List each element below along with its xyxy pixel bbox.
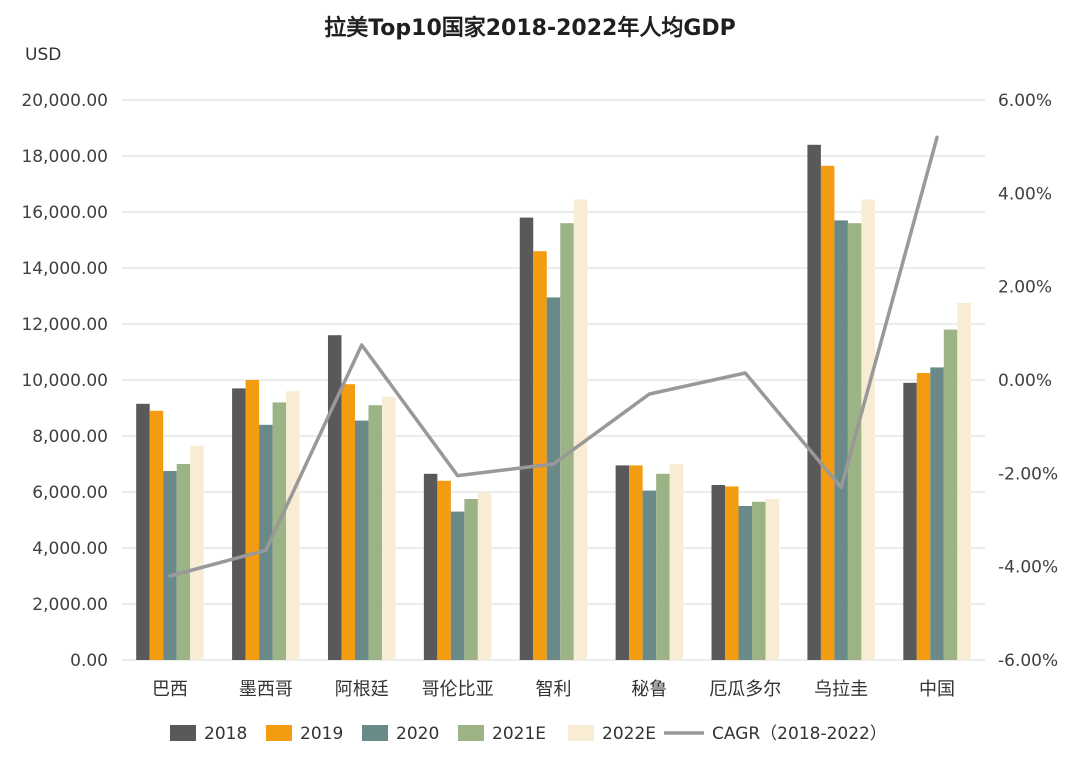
bar <box>149 410 164 660</box>
y2-tick-label: 0.00% <box>998 371 1052 391</box>
legend-label: 2020 <box>396 724 439 744</box>
legend-label: 2019 <box>300 724 343 744</box>
x-category-label: 墨西哥 <box>239 679 293 700</box>
y2-tick-label: -4.00% <box>998 558 1058 578</box>
bar <box>725 486 739 660</box>
legend-swatch <box>266 725 292 741</box>
bar <box>423 473 438 660</box>
bar <box>232 388 246 660</box>
bar <box>354 420 369 660</box>
y-axis-ticks: 0.00 2,000.00 4,000.00 6,000.00 8,000.00 10,0… <box>21 91 108 671</box>
bar <box>930 367 944 660</box>
x-category-label: 哥伦比亚 <box>422 679 494 700</box>
bar <box>957 303 971 660</box>
bar <box>381 396 396 660</box>
bar <box>245 380 260 660</box>
cagr-line-path <box>168 135 939 578</box>
cagr-line <box>168 135 939 578</box>
bar <box>916 373 931 660</box>
bar <box>711 485 726 660</box>
y-tick-label: 2,000.00 <box>32 595 108 615</box>
bar <box>669 464 684 660</box>
y2-axis-ticks: -6.00% -4.00% -2.00% 0.00% 2.00% 4.00% 6.00% <box>998 91 1058 671</box>
bar <box>286 391 300 660</box>
bar <box>272 402 287 660</box>
bar <box>903 382 917 660</box>
bar <box>738 506 753 660</box>
bar <box>533 251 547 660</box>
legend-label: 2018 <box>204 724 247 744</box>
bar <box>450 511 465 660</box>
bar <box>341 384 355 660</box>
bar <box>176 464 191 660</box>
bar <box>834 220 848 660</box>
legend-swatch <box>362 725 388 741</box>
y-tick-label: 12,000.00 <box>21 315 108 335</box>
x-category-label: 阿根廷 <box>335 679 389 700</box>
bar <box>573 199 588 660</box>
bar <box>190 445 204 660</box>
chart-title: 拉美Top10国家2018-2022年人均GDP <box>324 15 736 41</box>
bar <box>437 480 451 660</box>
bar <box>163 471 177 660</box>
bar <box>629 465 643 660</box>
bar <box>136 403 150 660</box>
y2-tick-label: 2.00% <box>998 278 1052 298</box>
legend-label: CAGR（2018-2022） <box>712 724 887 744</box>
bar <box>861 199 875 660</box>
bar <box>807 144 821 661</box>
legend-swatch <box>568 725 594 741</box>
bar <box>765 499 780 660</box>
y-tick-label: 4,000.00 <box>32 539 108 559</box>
bar <box>368 405 382 660</box>
legend-label: 2022E <box>602 724 656 744</box>
bar <box>615 465 630 660</box>
bar <box>560 223 574 660</box>
legend-label: 2021E <box>492 724 546 744</box>
bar <box>752 501 766 660</box>
y-tick-label: 20,000.00 <box>21 91 108 111</box>
y-tick-label: 6,000.00 <box>32 483 108 503</box>
y2-tick-label: -6.00% <box>998 651 1058 671</box>
bars <box>136 144 971 661</box>
x-category-label: 秘鲁 <box>631 679 667 700</box>
x-axis-categories: 巴西 墨西哥 阿根廷 哥伦比亚 智利 秘鲁 厄瓜多尔 乌拉圭 中国 <box>152 679 955 700</box>
bar <box>519 217 534 660</box>
bar <box>642 490 657 660</box>
y-tick-label: 10,000.00 <box>21 371 108 391</box>
y2-tick-label: 6.00% <box>998 91 1052 111</box>
y-tick-label: 16,000.00 <box>21 203 108 223</box>
y-tick-label: 0.00 <box>70 651 108 671</box>
y2-tick-label: -2.00% <box>998 464 1058 484</box>
x-category-label: 厄瓜多尔 <box>709 679 781 700</box>
legend-swatch <box>458 725 484 741</box>
bar <box>327 335 342 660</box>
bar <box>477 492 492 660</box>
bar <box>656 473 670 660</box>
y-axis-label: USD <box>25 45 61 65</box>
bar <box>546 297 561 660</box>
x-category-label: 智利 <box>536 679 572 700</box>
y-tick-label: 14,000.00 <box>21 259 108 279</box>
y-tick-label: 8,000.00 <box>32 427 108 447</box>
x-category-label: 巴西 <box>152 679 188 700</box>
bar <box>464 499 478 660</box>
x-category-label: 乌拉圭 <box>814 679 868 700</box>
legend: 2018 2019 2020 2021E 2022E CAGR（2018-2022） <box>170 724 887 744</box>
x-category-label: 中国 <box>919 679 955 700</box>
y-tick-label: 18,000.00 <box>21 147 108 167</box>
legend-swatch <box>170 725 196 741</box>
y2-tick-label: 4.00% <box>998 184 1052 204</box>
bar <box>820 165 835 661</box>
bar <box>259 424 273 660</box>
bar <box>943 329 958 660</box>
